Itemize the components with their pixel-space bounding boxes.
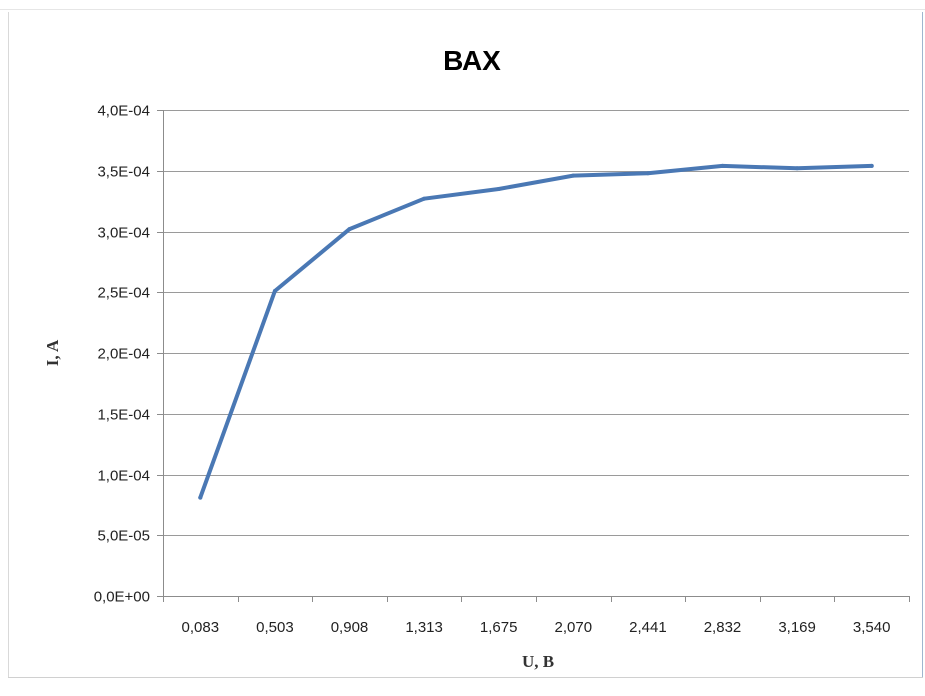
y-tick-label: 1,5E-04	[97, 407, 150, 424]
data-point[interactable]	[571, 173, 576, 178]
chart-bottom-border	[8, 677, 923, 678]
x-axis-title: U, В	[522, 652, 554, 671]
data-point[interactable]	[422, 196, 427, 201]
series-line[interactable]	[198, 163, 874, 500]
data-point[interactable]	[795, 166, 800, 171]
x-tick-label: 1,675	[480, 619, 518, 636]
data-point[interactable]	[347, 227, 352, 232]
grid-layer	[163, 110, 909, 536]
chart-left-border	[8, 12, 9, 677]
x-tick-label: 3,540	[853, 619, 891, 636]
data-point[interactable]	[869, 163, 874, 168]
window-top-border	[0, 9, 925, 10]
window-top-strip	[0, 0, 925, 10]
x-tick-label: 0,503	[256, 619, 294, 636]
data-point[interactable]	[645, 171, 650, 176]
y-tick-label: 5,0E-05	[97, 528, 150, 545]
x-tick-label: 2,832	[704, 619, 742, 636]
chart-right-border	[922, 12, 923, 677]
y-tick-label: 3,5E-04	[97, 164, 150, 181]
data-point[interactable]	[720, 163, 725, 168]
y-tick-label: 3,0E-04	[97, 225, 150, 242]
data-point[interactable]	[496, 187, 501, 191]
x-tick-label: 1,313	[405, 619, 443, 636]
y-tick-label: 4,0E-04	[97, 103, 150, 120]
axis-layer	[157, 110, 910, 602]
x-tick-label: 0,908	[331, 619, 369, 636]
series-layer	[198, 163, 874, 500]
x-tick-label: 0,083	[182, 619, 220, 636]
y-tick-label: 1,0E-04	[97, 468, 150, 485]
y-tick-label: 2,0E-04	[97, 346, 150, 363]
x-tick-label: 2,070	[555, 619, 593, 636]
x-tick-label: 3,169	[778, 619, 816, 636]
chart-title: ВАХ	[443, 45, 501, 76]
x-tick-labels: 0,083 0,503 0,908 1,313 1,675 2,070 2,441 2,832…	[182, 619, 891, 636]
y-tick-label: 0,0E+00	[94, 589, 150, 606]
x-tick-label: 2,441	[629, 619, 667, 636]
y-axis-title: I, A	[43, 339, 62, 366]
y-tick-labels: 0,0E+00 5,0E-05 1,0E-04 1,5E-04 2,0E-04 2,5E-…	[94, 103, 150, 606]
data-point[interactable]	[272, 289, 277, 293]
y-tick-label: 2,5E-04	[97, 285, 150, 302]
data-point[interactable]	[198, 495, 203, 500]
